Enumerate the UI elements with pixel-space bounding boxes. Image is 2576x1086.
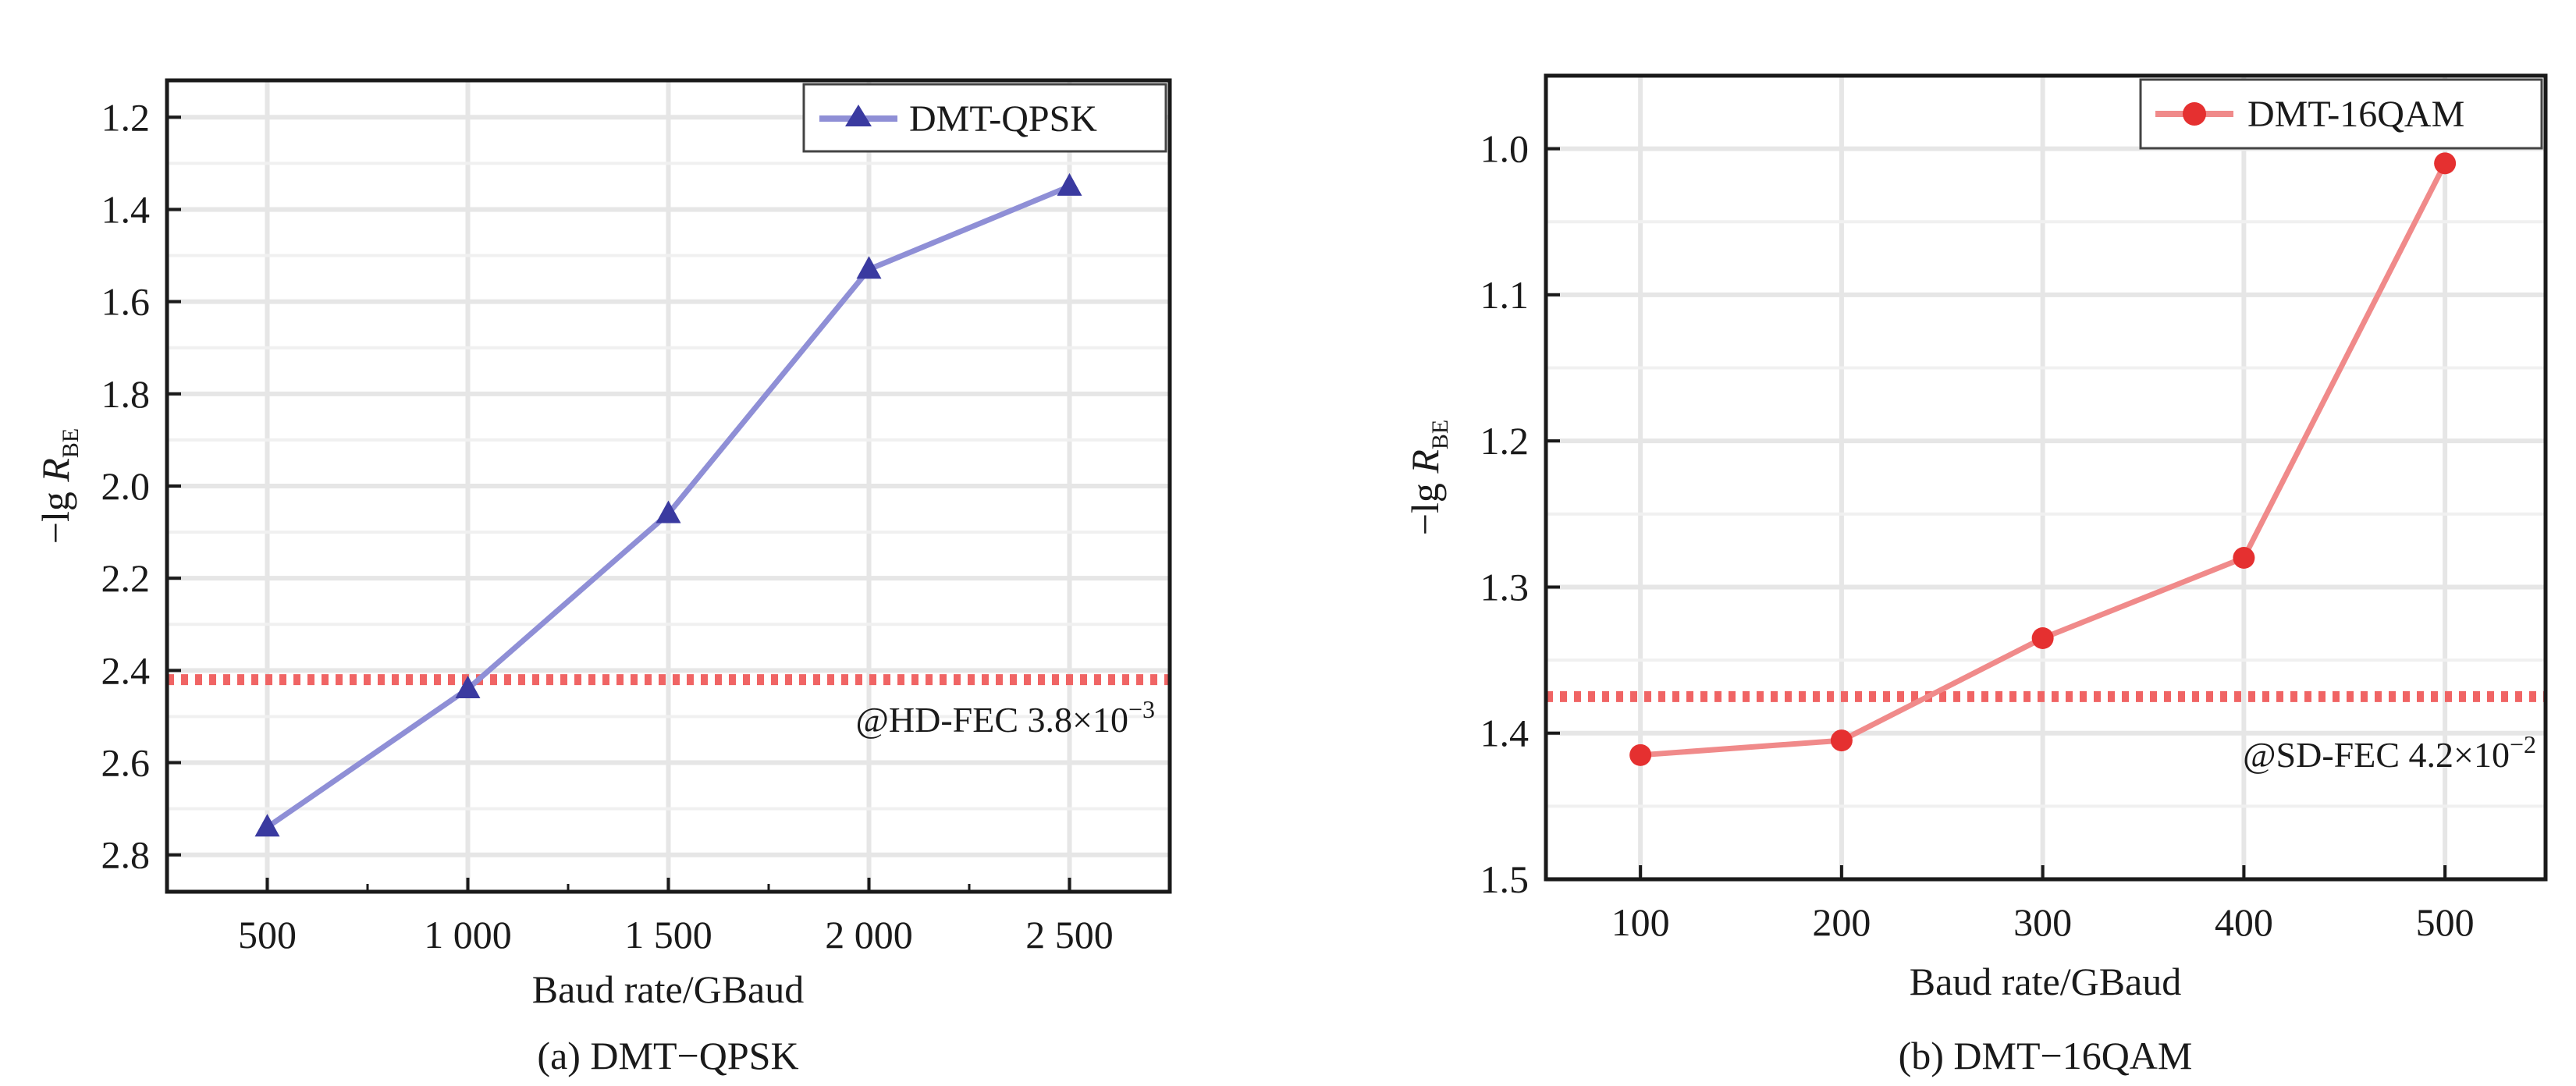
panel-a-x-axis-title: Baud rate/GBaud xyxy=(532,967,805,1011)
panel-b-data-point xyxy=(2233,547,2255,569)
panel-b-threshold-label: @SD-FEC 4.2×10−2 xyxy=(2243,730,2536,775)
panel-b-legend-box xyxy=(2139,78,2543,150)
panel-a-ticks: 500 1 000 1 500 2 000 2 500 1.2 1.4 1.6 1.8 2.0 2.… xyxy=(101,95,1114,956)
panel-a-threshold-label-exponent: −3 xyxy=(1128,695,1155,723)
panel-a-y-tick-label: 2.2 xyxy=(101,556,151,600)
panel-a-data-point xyxy=(656,500,681,523)
panel-b-y-axis-prefix: −lg xyxy=(1403,474,1447,536)
panel-a-legend: DMT-QPSK xyxy=(802,83,1167,153)
panel-a-series xyxy=(254,172,1082,837)
panel-a-y-tick-label: 2.6 xyxy=(101,741,151,785)
panel-a-data-point xyxy=(1057,172,1082,196)
panel-a-legend-marker xyxy=(845,105,872,126)
panel-b-threshold-label-text: @SD-FEC 4.2×10 xyxy=(2243,735,2510,775)
panel-b-series xyxy=(1629,152,2457,766)
panel-a-x-tick-label: 1 000 xyxy=(424,913,512,956)
panel-a-y-tick-label: 1.6 xyxy=(101,280,151,324)
panel-a-threshold-label-text: @HD-FEC 3.8×10 xyxy=(856,700,1128,740)
panel-b-threshold-label-exponent: −2 xyxy=(2510,730,2536,758)
panel-b-data-point xyxy=(1830,729,1853,752)
panel-a-x-tick-label: 500 xyxy=(238,913,297,956)
panel-b-caption: (b) DMT−16QAM xyxy=(1899,1034,2193,1077)
panel-a-y-tick-label: 2.8 xyxy=(101,833,151,877)
panel-a-y-tick-label: 2.0 xyxy=(101,464,151,508)
panel-b-x-tick-label: 400 xyxy=(2215,900,2273,944)
panel-b-y-tick-label: 1.2 xyxy=(1480,419,1530,463)
panel-a-x-tick-label: 2 500 xyxy=(1025,913,1114,956)
panel-a-data-point xyxy=(254,814,280,837)
panel-a-threshold-label: @HD-FEC 3.8×10−3 xyxy=(856,695,1155,740)
panel-a-x-tick-label: 2 000 xyxy=(825,913,913,956)
panel-b-x-tick-label: 500 xyxy=(2416,900,2475,944)
panel-b-plot-frame xyxy=(1544,73,2548,882)
panel-b-y-tick-label: 1.3 xyxy=(1480,565,1530,609)
panel-b-data-point xyxy=(1629,744,1652,766)
panel-b-x-axis-title: Baud rate/GBaud xyxy=(1910,960,2182,1003)
panel-b-x-tick-label: 200 xyxy=(1812,900,1871,944)
panel-b-16qam: 100 200 300 400 500 1.0 1.1 1.2 1.3 1.4 1.5 DMT-16… xyxy=(1403,73,2548,1077)
panel-a-y-axis-symbol: R xyxy=(34,458,77,483)
panel-a-qpsk: 500 1 000 1 500 2 000 2 500 1.2 1.4 1.6 1.8 2.0 2.… xyxy=(34,78,1172,1077)
panel-b-legend: DMT-16QAM xyxy=(2139,78,2543,150)
panel-b-y-tick-label: 1.4 xyxy=(1480,712,1530,755)
panel-a-y-axis-prefix: −lg xyxy=(34,482,77,545)
panel-a-data-point xyxy=(856,256,882,279)
panel-b-y-tick-label: 1.1 xyxy=(1480,273,1530,317)
panel-b-y-tick-label: 1.0 xyxy=(1480,127,1530,171)
panel-a-x-tick-label: 1 500 xyxy=(624,913,712,956)
panel-b-x-tick-label: 100 xyxy=(1611,900,1670,944)
panel-b-y-axis-subscript: BE xyxy=(1427,420,1453,449)
panel-b-y-axis-title: −lg RBE xyxy=(1403,420,1453,535)
panel-a-y-tick-label: 1.4 xyxy=(101,187,151,231)
panel-b-y-tick-label: 1.5 xyxy=(1480,857,1530,901)
panel-a-y-axis-title: −lg RBE xyxy=(34,428,83,544)
panel-b-legend-marker xyxy=(2183,102,2206,126)
panel-a-data-point xyxy=(455,676,481,698)
panel-a-grid xyxy=(167,80,1170,892)
panel-b-ticks: 100 200 300 400 500 1.0 1.1 1.2 1.3 1.4 1.5 xyxy=(1480,127,2475,944)
panel-a-y-axis-subscript: BE xyxy=(58,428,83,458)
panel-b-y-axis-symbol: R xyxy=(1403,449,1447,474)
panel-a-y-tick-label: 1.2 xyxy=(101,95,151,139)
panel-a-legend-label: DMT-QPSK xyxy=(909,98,1097,140)
panel-b-data-point xyxy=(2434,152,2457,175)
panel-b-x-tick-label: 300 xyxy=(2013,900,2072,944)
panel-b-data-point xyxy=(2031,627,2054,649)
panel-a-y-tick-label: 1.8 xyxy=(101,372,151,416)
panel-a-y-tick-label: 2.4 xyxy=(101,648,151,692)
panel-b-legend-label: DMT-16QAM xyxy=(2247,94,2464,135)
panel-a-caption: (a) DMT−QPSK xyxy=(537,1034,798,1077)
